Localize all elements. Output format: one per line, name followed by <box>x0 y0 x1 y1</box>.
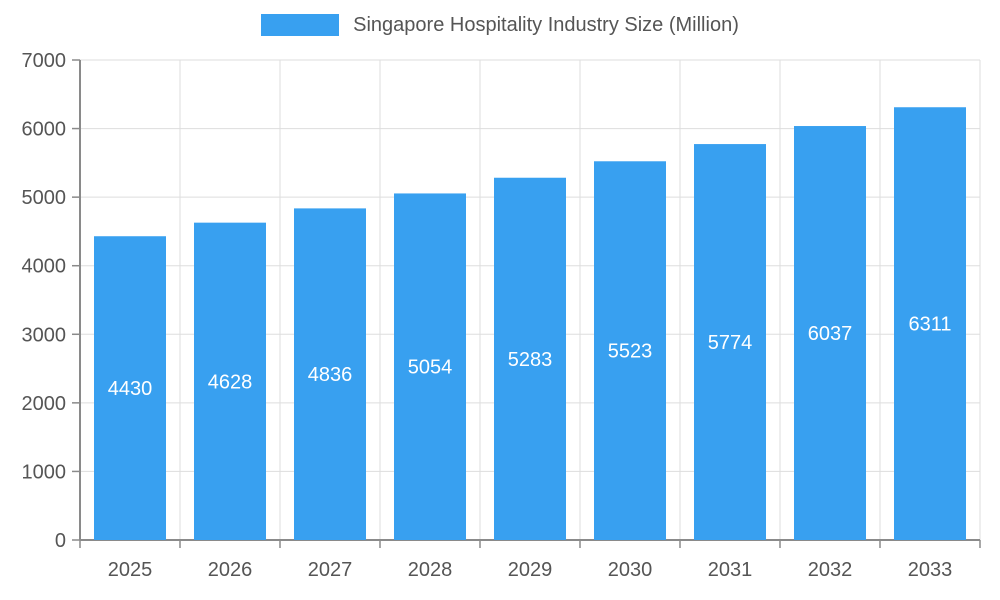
legend-label: Singapore Hospitality Industry Size (Mil… <box>353 13 739 36</box>
bar-value-label: 4836 <box>308 364 353 386</box>
bar <box>94 236 166 540</box>
bar <box>294 208 366 541</box>
bar-value-label: 5774 <box>708 332 753 354</box>
legend-swatch <box>261 14 340 36</box>
y-axis-tick-label: 1000 <box>22 461 67 483</box>
x-axis-tick-label: 2031 <box>708 559 753 581</box>
bar <box>194 222 266 540</box>
bar-value-label: 5054 <box>408 357 453 379</box>
bar-value-label: 6311 <box>908 314 951 336</box>
bar <box>494 177 566 541</box>
bar-value-label: 5523 <box>608 341 653 363</box>
legend: Singapore Hospitality Industry Size (Mil… <box>0 0 1000 48</box>
bar <box>594 161 666 540</box>
x-axis-tick-label: 2030 <box>608 559 653 581</box>
y-axis-tick-label: 2000 <box>22 393 67 415</box>
bar <box>694 144 766 540</box>
bar <box>894 107 966 540</box>
y-axis-tick-label: 0 <box>55 530 66 552</box>
bar-value-label: 5283 <box>508 349 553 371</box>
bar-value-label: 6037 <box>808 323 853 345</box>
bar <box>794 126 866 540</box>
bar-value-label: 4628 <box>208 371 253 393</box>
x-axis-tick-label: 2028 <box>408 559 453 581</box>
x-axis-tick-label: 2026 <box>208 559 253 581</box>
y-axis-tick-label: 5000 <box>22 187 67 209</box>
y-axis-tick-label: 6000 <box>22 119 67 141</box>
x-axis-tick-label: 2032 <box>808 559 853 581</box>
bar <box>394 193 466 540</box>
x-axis-tick-label: 2027 <box>308 559 353 581</box>
x-axis-tick-label: 2033 <box>908 559 953 581</box>
y-axis-tick-label: 7000 <box>22 50 67 72</box>
x-axis-tick-label: 2025 <box>108 559 153 581</box>
bar-chart: 0 1000 2000 3000 4000 5000 6000 7000 4430 2025 462… <box>22 50 981 581</box>
y-axis-tick-label: 3000 <box>22 324 67 346</box>
bar-value-label: 4430 <box>108 378 153 400</box>
y-axis-tick-label: 4000 <box>22 256 67 278</box>
x-axis-tick-label: 2029 <box>508 559 553 581</box>
